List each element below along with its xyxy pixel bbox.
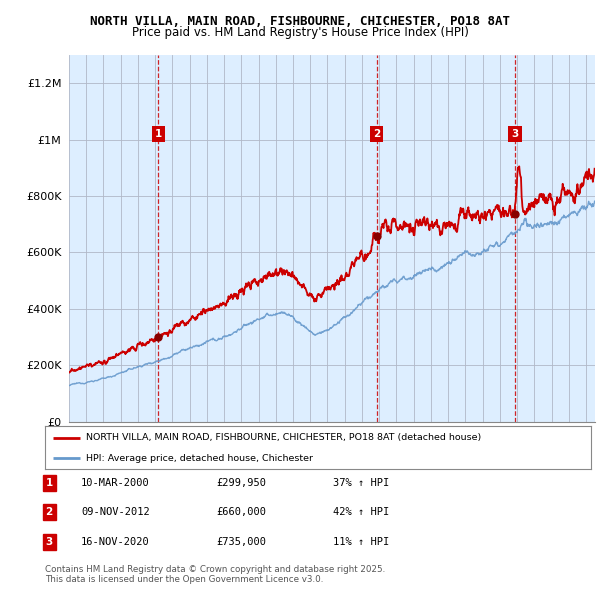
Text: 37% ↑ HPI: 37% ↑ HPI [333,478,389,487]
Text: 42% ↑ HPI: 42% ↑ HPI [333,507,389,517]
Text: 1: 1 [155,129,162,139]
Text: 3: 3 [46,537,53,546]
Text: 11% ↑ HPI: 11% ↑ HPI [333,537,389,546]
Text: 2: 2 [373,129,380,139]
Text: 10-MAR-2000: 10-MAR-2000 [81,478,150,487]
Text: £735,000: £735,000 [216,537,266,546]
Text: £299,950: £299,950 [216,478,266,487]
Text: 1: 1 [46,478,53,487]
Text: NORTH VILLA, MAIN ROAD, FISHBOURNE, CHICHESTER, PO18 8AT (detached house): NORTH VILLA, MAIN ROAD, FISHBOURNE, CHIC… [86,433,481,442]
Text: 16-NOV-2020: 16-NOV-2020 [81,537,150,546]
Text: Price paid vs. HM Land Registry's House Price Index (HPI): Price paid vs. HM Land Registry's House … [131,26,469,39]
Text: 2: 2 [46,507,53,517]
Text: £660,000: £660,000 [216,507,266,517]
Text: 09-NOV-2012: 09-NOV-2012 [81,507,150,517]
Text: NORTH VILLA, MAIN ROAD, FISHBOURNE, CHICHESTER, PO18 8AT: NORTH VILLA, MAIN ROAD, FISHBOURNE, CHIC… [90,15,510,28]
Text: 3: 3 [511,129,518,139]
Text: Contains HM Land Registry data © Crown copyright and database right 2025.
This d: Contains HM Land Registry data © Crown c… [45,565,385,584]
Text: HPI: Average price, detached house, Chichester: HPI: Average price, detached house, Chic… [86,454,313,463]
